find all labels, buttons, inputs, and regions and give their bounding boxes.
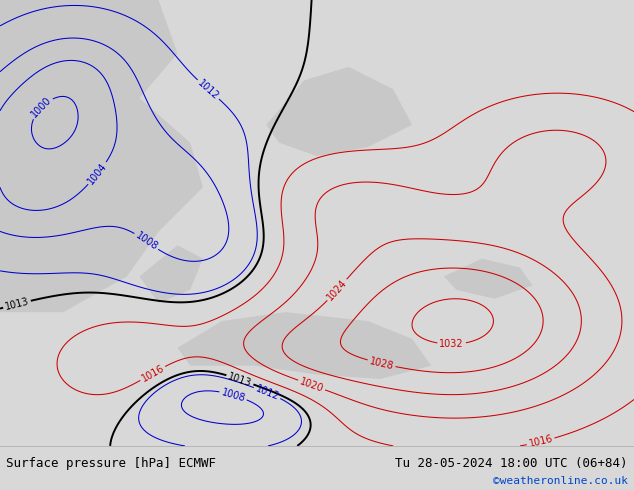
- Text: 1004: 1004: [86, 161, 109, 186]
- Text: 1024: 1024: [325, 277, 349, 302]
- Text: 1013: 1013: [227, 371, 253, 389]
- Text: 1012: 1012: [196, 77, 221, 101]
- Text: Surface pressure [hPa] ECMWF: Surface pressure [hPa] ECMWF: [6, 457, 216, 470]
- Text: ©weatheronline.co.uk: ©weatheronline.co.uk: [493, 476, 628, 487]
- Polygon shape: [0, 0, 203, 312]
- Text: 1000: 1000: [29, 95, 53, 120]
- Text: 1020: 1020: [299, 376, 325, 394]
- Text: 1016: 1016: [527, 434, 553, 449]
- Text: 1012: 1012: [254, 383, 280, 402]
- Polygon shape: [444, 259, 533, 299]
- Text: 1008: 1008: [220, 387, 247, 403]
- Text: 1032: 1032: [439, 339, 464, 349]
- Polygon shape: [178, 312, 431, 379]
- Polygon shape: [266, 67, 412, 156]
- Polygon shape: [139, 245, 203, 303]
- Text: 1013: 1013: [4, 296, 30, 312]
- Text: 1016: 1016: [139, 363, 166, 384]
- Text: 1028: 1028: [368, 356, 394, 371]
- Text: Tu 28-05-2024 18:00 UTC (06+84): Tu 28-05-2024 18:00 UTC (06+84): [395, 457, 628, 470]
- Text: 1008: 1008: [133, 230, 159, 252]
